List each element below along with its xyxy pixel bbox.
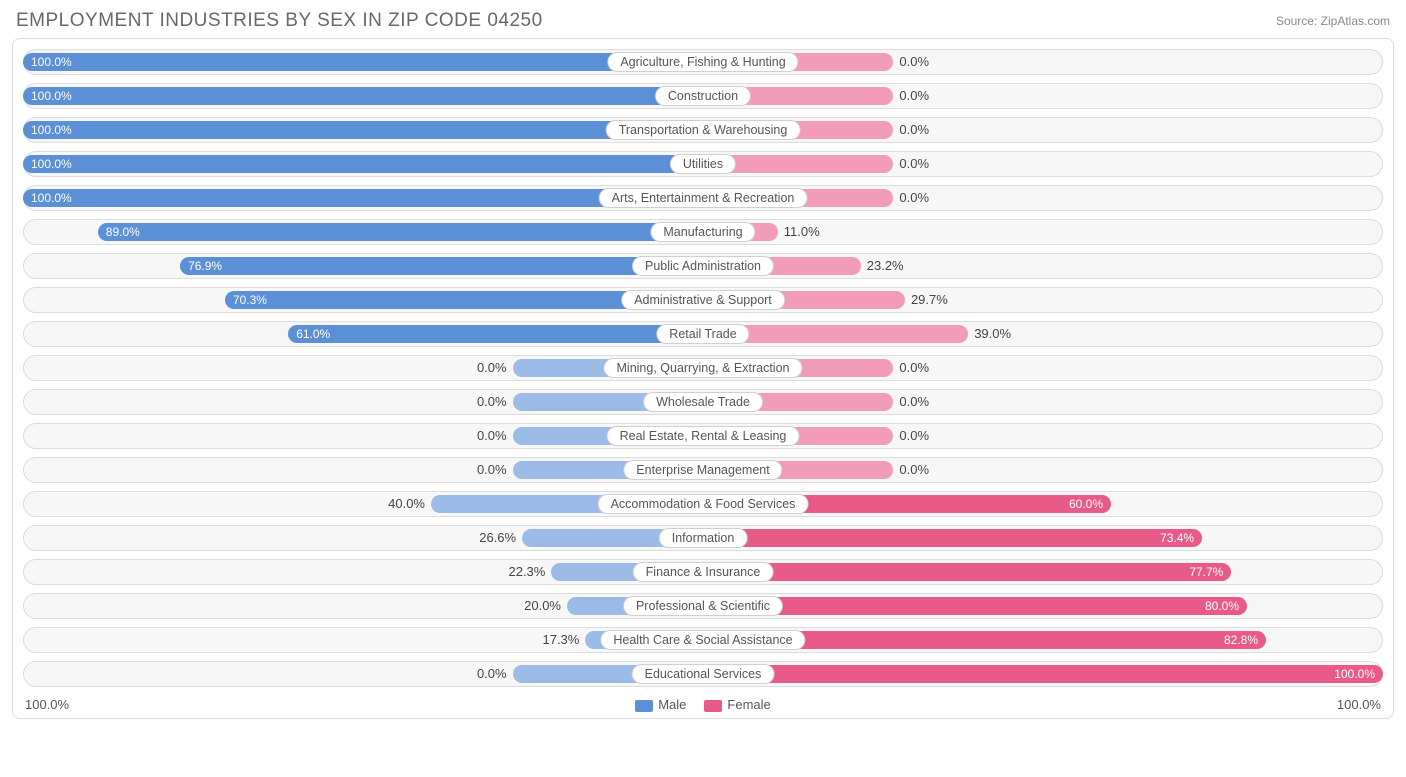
category-label: Construction [655, 86, 751, 106]
legend: Male Female [635, 697, 771, 712]
male-bar [23, 87, 703, 105]
female-value: 11.0% [784, 220, 820, 244]
male-bar [23, 155, 703, 173]
legend-swatch [704, 700, 722, 712]
chart-row: 100.0% 0.0% Transportation & Warehousing [23, 117, 1383, 143]
male-value: 40.0% [388, 492, 425, 516]
male-value: 100.0% [23, 84, 80, 108]
axis-left-label: 100.0% [25, 697, 69, 712]
chart-footer: 100.0% Male Female 100.0% [23, 695, 1383, 712]
male-value: 0.0% [477, 390, 507, 414]
chart-row: 26.6% 73.4% Information [23, 525, 1383, 551]
female-value: 73.4% [1152, 526, 1202, 550]
legend-swatch [635, 700, 653, 712]
female-bar [703, 597, 1247, 615]
category-label: Utilities [670, 154, 736, 174]
chart-row: 0.0% 100.0% Educational Services [23, 661, 1383, 687]
male-value: 100.0% [23, 50, 80, 74]
male-value: 89.0% [98, 220, 148, 244]
female-value: 0.0% [899, 458, 929, 482]
male-value: 100.0% [23, 186, 80, 210]
female-value: 100.0% [1326, 662, 1383, 686]
legend-item: Female [704, 697, 770, 712]
chart-row: 61.0% 39.0% Retail Trade [23, 321, 1383, 347]
axis-right-label: 100.0% [1337, 697, 1381, 712]
female-value: 0.0% [899, 186, 929, 210]
male-value: 100.0% [23, 152, 80, 176]
female-value: 0.0% [899, 356, 929, 380]
female-value: 29.7% [911, 288, 948, 312]
category-label: Administrative & Support [621, 290, 785, 310]
female-value: 0.0% [899, 424, 929, 448]
male-value: 17.3% [542, 628, 579, 652]
male-bar [180, 257, 703, 275]
female-value: 39.0% [974, 322, 1011, 346]
chart-row: 0.0% 0.0% Real Estate, Rental & Leasing [23, 423, 1383, 449]
chart-row: 89.0% 11.0% Manufacturing [23, 219, 1383, 245]
category-label: Real Estate, Rental & Leasing [607, 426, 800, 446]
female-value: 77.7% [1181, 560, 1231, 584]
category-label: Agriculture, Fishing & Hunting [607, 52, 798, 72]
female-bar [703, 529, 1202, 547]
male-value: 0.0% [477, 356, 507, 380]
category-label: Enterprise Management [623, 460, 782, 480]
chart-source: Source: ZipAtlas.com [1276, 14, 1390, 28]
male-value: 26.6% [479, 526, 516, 550]
male-value: 70.3% [225, 288, 275, 312]
female-value: 0.0% [899, 50, 929, 74]
female-value: 0.0% [899, 152, 929, 176]
male-value: 76.9% [180, 254, 230, 278]
category-label: Finance & Insurance [633, 562, 774, 582]
female-value: 0.0% [899, 84, 929, 108]
female-value: 80.0% [1197, 594, 1247, 618]
category-label: Transportation & Warehousing [606, 120, 801, 140]
category-label: Arts, Entertainment & Recreation [599, 188, 808, 208]
chart-row: 22.3% 77.7% Finance & Insurance [23, 559, 1383, 585]
category-label: Educational Services [632, 664, 775, 684]
female-value: 82.8% [1216, 628, 1266, 652]
male-value: 100.0% [23, 118, 80, 142]
chart-row: 0.0% 0.0% Enterprise Management [23, 457, 1383, 483]
category-label: Mining, Quarrying, & Extraction [604, 358, 803, 378]
chart-row: 0.0% 0.0% Wholesale Trade [23, 389, 1383, 415]
category-label: Manufacturing [650, 222, 755, 242]
chart-row: 100.0% 0.0% Construction [23, 83, 1383, 109]
female-value: 60.0% [1061, 492, 1111, 516]
category-label: Health Care & Social Assistance [600, 630, 805, 650]
category-label: Wholesale Trade [643, 392, 763, 412]
diverging-bar-chart: 100.0% 0.0% Agriculture, Fishing & Hunting… [12, 38, 1394, 719]
chart-row: 76.9% 23.2% Public Administration [23, 253, 1383, 279]
male-value: 20.0% [524, 594, 561, 618]
male-value: 61.0% [288, 322, 338, 346]
chart-row: 100.0% 0.0% Arts, Entertainment & Recreati… [23, 185, 1383, 211]
male-bar [23, 53, 703, 71]
chart-row: 0.0% 0.0% Mining, Quarrying, & Extraction [23, 355, 1383, 381]
category-label: Professional & Scientific [623, 596, 783, 616]
legend-item: Male [635, 697, 686, 712]
category-label: Public Administration [632, 256, 774, 276]
male-value: 22.3% [508, 560, 545, 584]
chart-row: 70.3% 29.7% Administrative & Support [23, 287, 1383, 313]
female-value: 23.2% [867, 254, 904, 278]
category-label: Retail Trade [656, 324, 749, 344]
chart-row: 40.0% 60.0% Accommodation & Food Services [23, 491, 1383, 517]
male-value: 0.0% [477, 458, 507, 482]
male-bar [288, 325, 703, 343]
category-label: Accommodation & Food Services [598, 494, 809, 514]
female-value: 0.0% [899, 390, 929, 414]
male-bar [98, 223, 703, 241]
male-value: 0.0% [477, 662, 507, 686]
chart-row: 20.0% 80.0% Professional & Scientific [23, 593, 1383, 619]
category-label: Information [659, 528, 748, 548]
chart-row: 17.3% 82.8% Health Care & Social Assistanc… [23, 627, 1383, 653]
female-value: 0.0% [899, 118, 929, 142]
female-bar [703, 563, 1231, 581]
chart-row: 100.0% 0.0% Utilities [23, 151, 1383, 177]
chart-header: EMPLOYMENT INDUSTRIES BY SEX IN ZIP CODE… [12, 10, 1394, 38]
female-bar [703, 665, 1383, 683]
male-value: 0.0% [477, 424, 507, 448]
male-bar [23, 121, 703, 139]
chart-row: 100.0% 0.0% Agriculture, Fishing & Hunting [23, 49, 1383, 75]
chart-title: EMPLOYMENT INDUSTRIES BY SEX IN ZIP CODE… [16, 10, 543, 32]
